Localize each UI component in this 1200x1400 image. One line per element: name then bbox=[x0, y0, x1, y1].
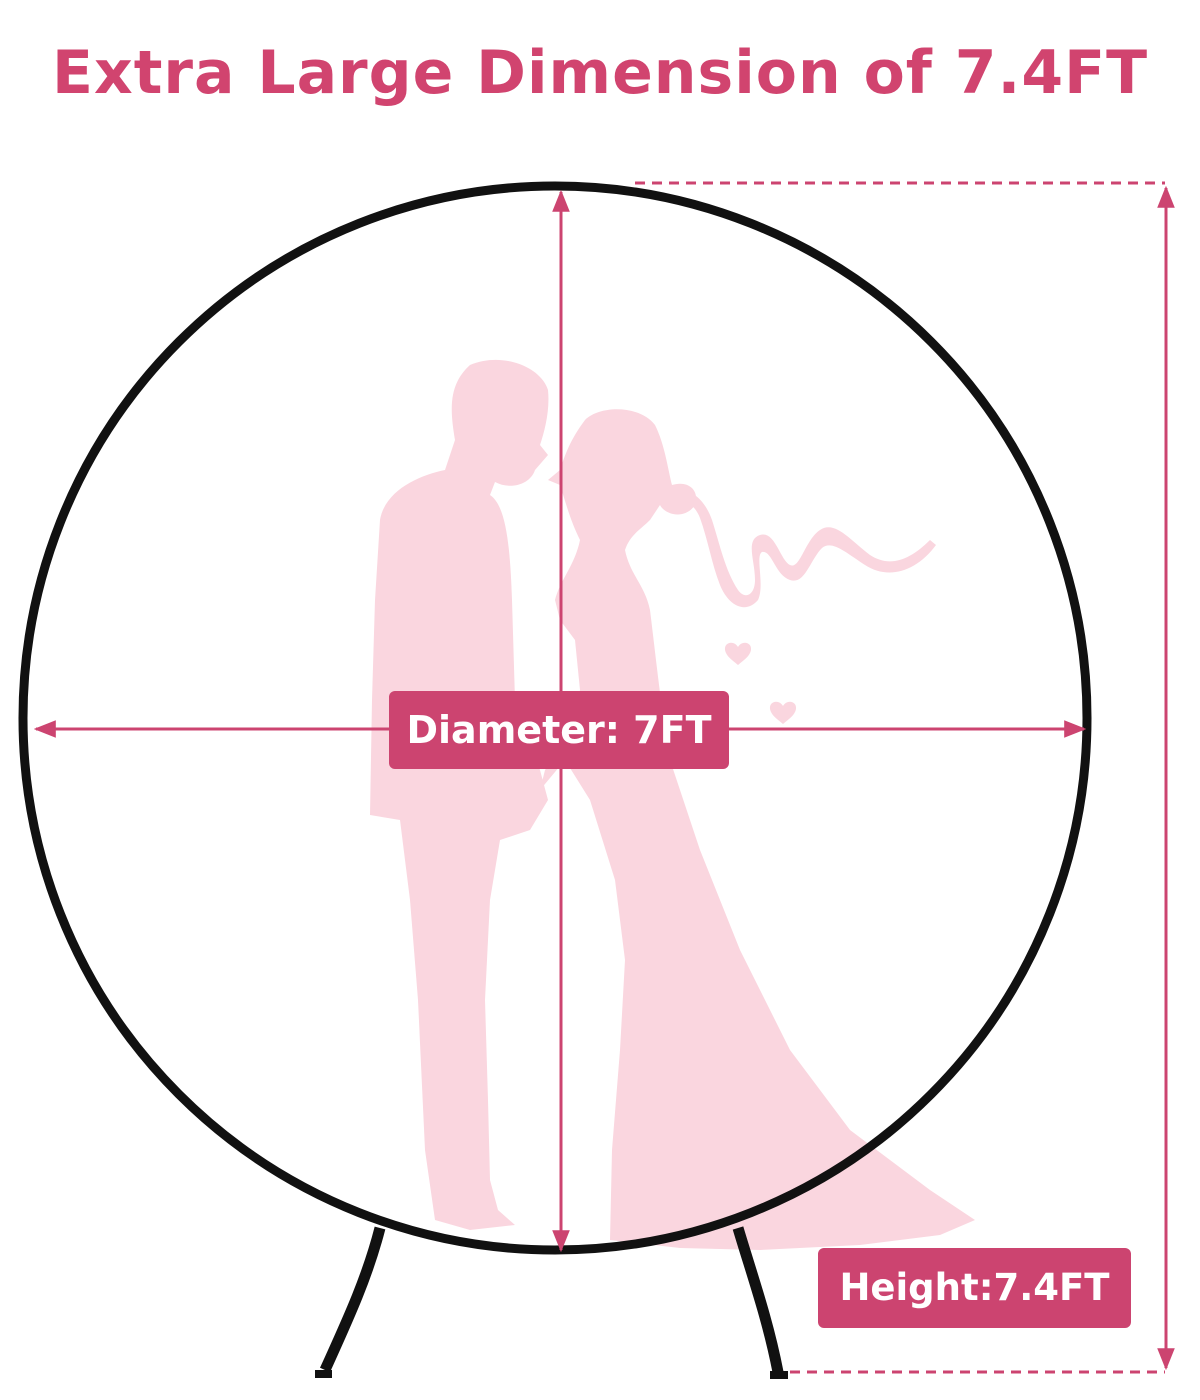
frame-legs bbox=[315, 1226, 788, 1379]
wedding-couple-silhouette-icon bbox=[370, 359, 975, 1250]
height-label: Height:7.4FT bbox=[818, 1248, 1131, 1328]
diameter-label: Diameter: 7FT bbox=[389, 691, 729, 769]
right-leg bbox=[732, 1226, 784, 1374]
height-dimension bbox=[635, 181, 1175, 1374]
left-leg bbox=[319, 1226, 386, 1373]
headline: Extra Large Dimension of 7.4FT bbox=[52, 38, 1148, 108]
